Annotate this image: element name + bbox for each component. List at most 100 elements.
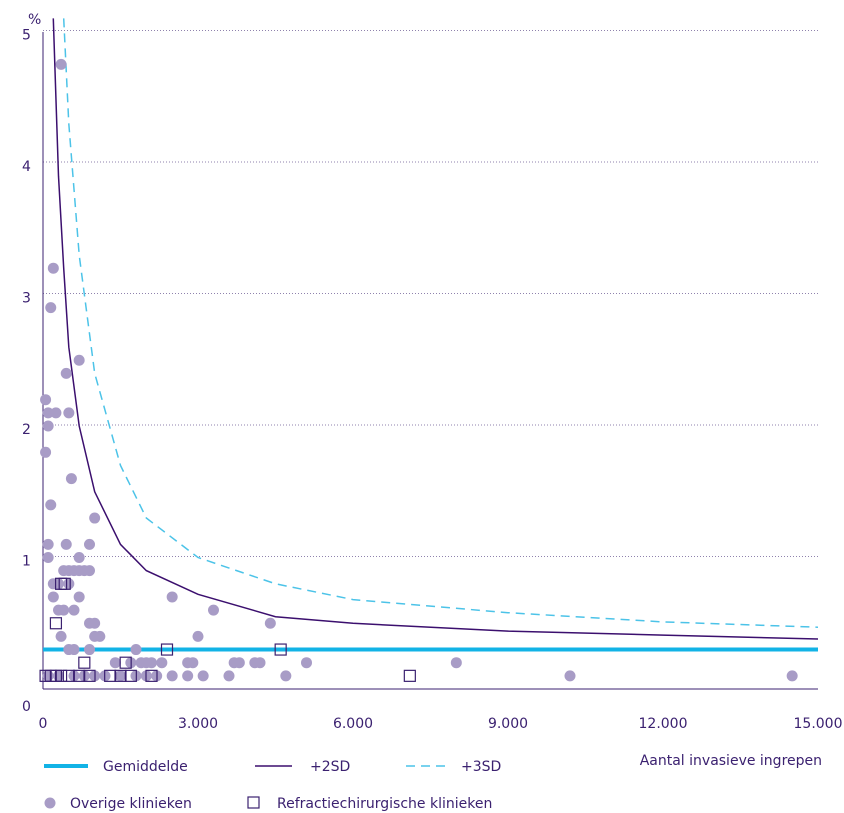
point-other: [73, 591, 85, 603]
point-refractive: [145, 669, 158, 682]
y-tick-label: 1: [22, 554, 31, 570]
point-other: [192, 630, 204, 642]
point-other: [280, 670, 292, 682]
point-other: [89, 617, 101, 629]
point-other: [53, 578, 64, 590]
point-other: [450, 657, 462, 669]
x-tick-label: 15.000: [794, 716, 843, 732]
legend-refractive-swatch: [247, 796, 260, 809]
point-refractive: [160, 643, 174, 656]
point-other: [58, 604, 70, 616]
point-other: [89, 512, 101, 524]
y-ticks: 0 1 2 3 4 5: [22, 28, 31, 716]
x-tick-label: 3.000: [178, 716, 218, 732]
point-other: [94, 630, 106, 642]
y-tick-label: 5: [22, 28, 31, 44]
legend-other-label: Overige klinieken: [70, 796, 192, 812]
point-refractive: [62, 669, 75, 682]
point-other: [223, 670, 235, 682]
point-other: [73, 354, 85, 366]
y-axis-label: %: [28, 12, 41, 28]
point-other: [53, 670, 64, 682]
y-tick-label: 3: [22, 291, 31, 307]
point-other: [42, 538, 54, 550]
point-other: [84, 644, 95, 656]
x-axis-label: Aantal invasieve ingrepen: [640, 753, 822, 769]
point-other: [146, 657, 157, 669]
y-tick-label: 4: [22, 159, 31, 175]
point-refractive: [403, 669, 416, 682]
point-other: [55, 58, 67, 70]
point-refractive: [124, 669, 137, 682]
point-other: [182, 670, 194, 682]
point-other: [197, 670, 209, 682]
point-other: [233, 657, 245, 669]
point-other: [73, 552, 85, 563]
y-tick-label: 2: [22, 422, 31, 438]
point-other: [166, 670, 178, 682]
point-other: [208, 604, 219, 616]
threshold-curves: [43, 18, 819, 652]
point-other: [187, 657, 199, 669]
point-refractive: [114, 669, 127, 682]
point-other: [68, 604, 80, 616]
point-other: [60, 538, 72, 550]
point-refractive: [104, 669, 117, 682]
point-other: [63, 578, 75, 590]
point-other: [301, 657, 312, 669]
legend-mean-label: Gemiddelde: [103, 759, 188, 775]
point-other: [50, 407, 62, 419]
point-other: [130, 644, 142, 656]
point-other: [42, 407, 54, 419]
point-other: [84, 565, 95, 577]
point-other: [60, 367, 72, 379]
point-refractive: [274, 643, 287, 656]
y-tick-label: 0: [22, 699, 31, 715]
point-refractive: [49, 617, 63, 630]
x-ticks: 0 3.000 6.000 9.000 12.000 15.000: [39, 716, 843, 732]
sd2-curve: [52, 18, 819, 640]
point-other: [42, 420, 54, 432]
x-tick-label: 0: [39, 716, 48, 732]
point-other: [109, 657, 121, 669]
point-other: [84, 538, 95, 550]
legend-refractive-label: Refractiechirurgische klinieken: [277, 796, 492, 812]
point-other: [45, 302, 57, 314]
point-refractive: [73, 669, 86, 682]
point-refractive: [119, 656, 132, 669]
points-other-clinics: [40, 58, 798, 682]
gridlines: [42, 30, 818, 690]
point-refractive: [83, 669, 96, 682]
legend-sd2-label: +2SD: [310, 759, 350, 775]
point-other: [42, 552, 54, 563]
point-refractive: [78, 656, 91, 669]
point-refractive: [58, 577, 71, 590]
point-other: [40, 446, 52, 458]
point-other: [68, 644, 80, 656]
legend-other-swatch: [44, 797, 56, 809]
point-refractive: [54, 669, 68, 682]
x-tick-label: 9.000: [488, 716, 528, 732]
point-other: [65, 473, 77, 485]
x-tick-label: 12.000: [639, 716, 688, 732]
point-other: [55, 630, 67, 642]
point-other: [564, 670, 576, 682]
point-other: [40, 394, 52, 406]
point-other: [264, 617, 276, 629]
legend: Gemiddelde +2SD +3SD Overige klinieken R…: [44, 759, 501, 812]
point-other: [63, 407, 75, 419]
legend-sd3-label: +3SD: [461, 759, 501, 775]
point-other: [166, 591, 178, 603]
point-other: [786, 670, 798, 682]
point-other: [47, 262, 59, 274]
point-other: [156, 657, 168, 669]
point-other: [45, 499, 57, 511]
point-other: [254, 657, 266, 669]
x-tick-label: 6.000: [333, 716, 373, 732]
point-other: [42, 670, 54, 682]
point-other: [115, 670, 126, 682]
point-other: [47, 591, 59, 603]
points-refractive-clinics: [39, 577, 416, 682]
sd3-curve: [62, 18, 819, 628]
